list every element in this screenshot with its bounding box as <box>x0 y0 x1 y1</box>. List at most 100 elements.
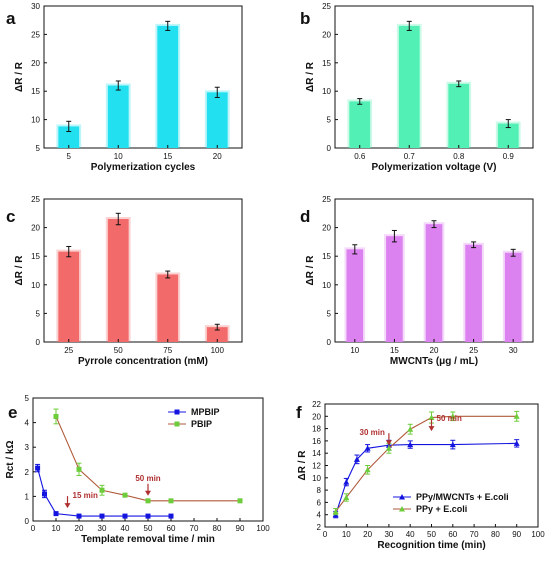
y-tick-label-b: 10 <box>322 87 331 96</box>
x-tick-label-e: 10 <box>52 524 61 533</box>
y-tick-label-a: 25 <box>31 30 40 39</box>
y-axis-label-a: ΔR / R <box>14 61 25 92</box>
y-axis-label-b: ΔR / R <box>305 61 316 92</box>
x-tick-label-a: 10 <box>114 152 123 161</box>
y-tick-label-f: 4 <box>317 511 322 520</box>
y-tick-label-f: 6 <box>317 498 322 507</box>
x-tick-label-f: 70 <box>470 530 479 539</box>
y-tick-label-e: 5 <box>25 394 30 403</box>
annotation-arrowhead-e <box>64 503 71 509</box>
data-point-f-1 <box>332 508 339 515</box>
x-tick-label-b: 0.6 <box>354 152 366 161</box>
data-point-e-0 <box>145 513 151 519</box>
y-tick-label-b: 0 <box>327 144 332 153</box>
y-tick-label-f: 2 <box>317 523 322 532</box>
y-tick-label-e: 1 <box>25 492 30 501</box>
y-tick-label-d: 20 <box>322 224 331 233</box>
data-point-e-1 <box>122 492 128 498</box>
y-tick-label-e: 0 <box>25 517 30 526</box>
annotation-label-e: 50 min <box>135 474 160 483</box>
x-tick-label-e: 70 <box>190 524 199 533</box>
x-tick-label-f: 100 <box>531 530 545 539</box>
bar-b-0.8 <box>448 83 470 148</box>
panel-label-c: c <box>6 207 15 226</box>
y-tick-label-c: 5 <box>36 309 41 318</box>
bar-d-25 <box>465 244 482 342</box>
plot-frame-a <box>43 5 243 149</box>
bar-d-20 <box>425 224 443 342</box>
data-point-e-1 <box>237 498 243 504</box>
data-point-f-0 <box>407 441 414 448</box>
data-point-f-1 <box>449 413 456 419</box>
data-point-f-1 <box>407 426 414 432</box>
bar-d-30 <box>504 252 522 342</box>
data-point-e-0 <box>53 511 59 517</box>
x-tick-label-c: 100 <box>211 346 225 355</box>
panel-label-f: f <box>296 403 302 422</box>
y-tick-label-e: 4 <box>25 419 30 428</box>
y-tick-label-e: 2 <box>25 468 30 477</box>
annotation-arrowhead-f <box>428 426 435 432</box>
x-tick-label-f: 50 <box>427 530 436 539</box>
y-tick-label-f: 12 <box>312 462 321 471</box>
annotation-label-f: 30 min <box>360 428 385 437</box>
y-tick-label-f: 14 <box>312 449 321 458</box>
y-tick-label-d: 0 <box>327 338 332 347</box>
x-axis-label-a: Polymerization cycles <box>91 162 196 173</box>
bar-a-15 <box>157 25 179 149</box>
data-point-f-1 <box>364 466 371 473</box>
x-tick-label-f: 20 <box>363 530 372 539</box>
x-tick-label-a: 15 <box>163 152 172 161</box>
x-tick-label-f: 60 <box>448 530 457 539</box>
data-point-f-1 <box>513 413 520 419</box>
x-axis-label-c: Pyrrole concentration (mM) <box>78 356 208 367</box>
x-tick-label-e: 50 <box>144 524 153 533</box>
x-axis-label-e: Template removal time / min <box>81 534 215 545</box>
data-point-f-0 <box>353 456 360 462</box>
data-point-f-1 <box>428 414 435 421</box>
y-tick-label-d: 10 <box>322 281 331 290</box>
data-point-e-0 <box>99 513 105 519</box>
x-tick-label-e: 60 <box>167 524 176 533</box>
bar-a-5 <box>58 126 80 148</box>
data-point-e-0 <box>35 465 41 471</box>
y-axis-label-e: Rct / kΩ <box>5 440 16 478</box>
data-point-e-0 <box>76 513 82 519</box>
y-tick-label-f: 22 <box>312 400 321 409</box>
x-tick-label-f: 0 <box>323 530 328 539</box>
bar-c-25 <box>58 251 80 342</box>
x-tick-label-d: 30 <box>509 346 518 355</box>
y-tick-label-d: 5 <box>327 309 332 318</box>
bar-b-0.9 <box>497 123 519 148</box>
y-tick-label-b: 5 <box>327 116 332 125</box>
y-tick-label-b: 20 <box>322 30 331 39</box>
plot-frame-b <box>334 5 534 149</box>
panel-label-a: a <box>6 9 16 28</box>
x-tick-label-b: 0.8 <box>453 152 465 161</box>
annotation-label-f: 50 min <box>437 414 462 423</box>
series-line-f-1 <box>335 415 517 512</box>
annotation-arrowhead-e <box>145 490 151 496</box>
bar-a-10 <box>107 85 129 148</box>
panel-label-b: b <box>300 9 310 28</box>
data-point-f-0 <box>364 445 371 451</box>
y-tick-label-c: 0 <box>36 338 41 347</box>
legend-label-f-1: PPy + E.coli <box>416 504 467 514</box>
x-axis-label-b: Polymerization voltage (V) <box>371 162 496 173</box>
panel-label-d: d <box>300 207 310 226</box>
y-tick-label-a: 15 <box>31 87 40 96</box>
y-tick-label-b: 25 <box>322 2 331 11</box>
data-point-e-0 <box>42 491 47 497</box>
x-axis-label-d: MWCNTs (μg / mL) <box>390 356 478 367</box>
y-tick-label-a: 30 <box>31 2 40 11</box>
legend-marker-f-0 <box>399 494 405 500</box>
y-tick-label-a: 5 <box>36 144 41 153</box>
x-tick-label-e: 90 <box>236 524 245 533</box>
data-point-e-1 <box>53 413 59 419</box>
data-point-f-1 <box>343 494 350 500</box>
bar-d-10 <box>346 249 364 342</box>
data-point-f-1 <box>385 445 392 451</box>
y-tick-label-f: 16 <box>312 437 321 446</box>
y-axis-label-c: ΔR / R <box>14 255 25 286</box>
data-point-e-1 <box>76 466 82 472</box>
